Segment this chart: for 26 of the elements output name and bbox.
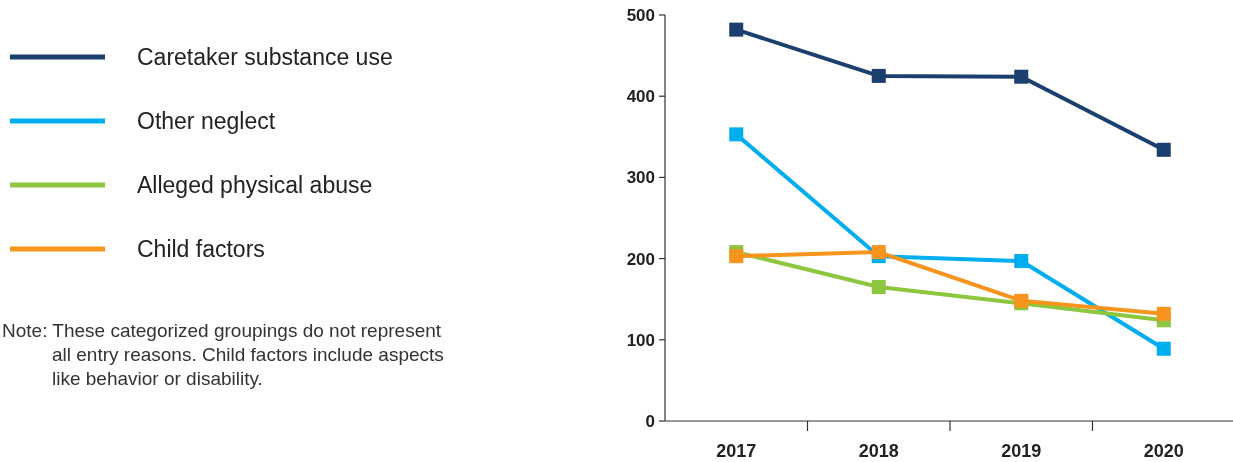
x-tick-label: 2019 [1001,441,1042,461]
y-tick-label: 0 [645,411,655,431]
point [729,249,744,264]
y-tick-label: 300 [626,168,655,188]
point [1156,142,1171,157]
y-tick-label: 200 [626,249,655,269]
point [729,22,744,37]
point [1156,341,1171,356]
point [1014,69,1029,84]
text: Note: These categorized groupings do not represent all entry reasons. Child factors include aspects like behavior or disability. [2,319,444,389]
point [871,245,886,260]
legend-label: Alleged physical abuse [137,172,373,199]
y-tick-label: 100 [626,330,655,350]
point [871,280,886,295]
legend-label: Other neglect [137,108,276,135]
point [871,68,886,83]
x-tick-label: 2017 [716,441,757,461]
legend-label: Caretaker substance use [137,44,393,71]
point [1014,254,1029,269]
x-tick-label: 2018 [858,441,899,461]
y-tick-label: 500 [626,5,655,25]
y-tick-label: 400 [626,87,655,107]
legend-label: Child factors [137,236,265,263]
x-tick-label: 2020 [1143,441,1184,461]
point [729,127,744,142]
point [1156,306,1171,321]
